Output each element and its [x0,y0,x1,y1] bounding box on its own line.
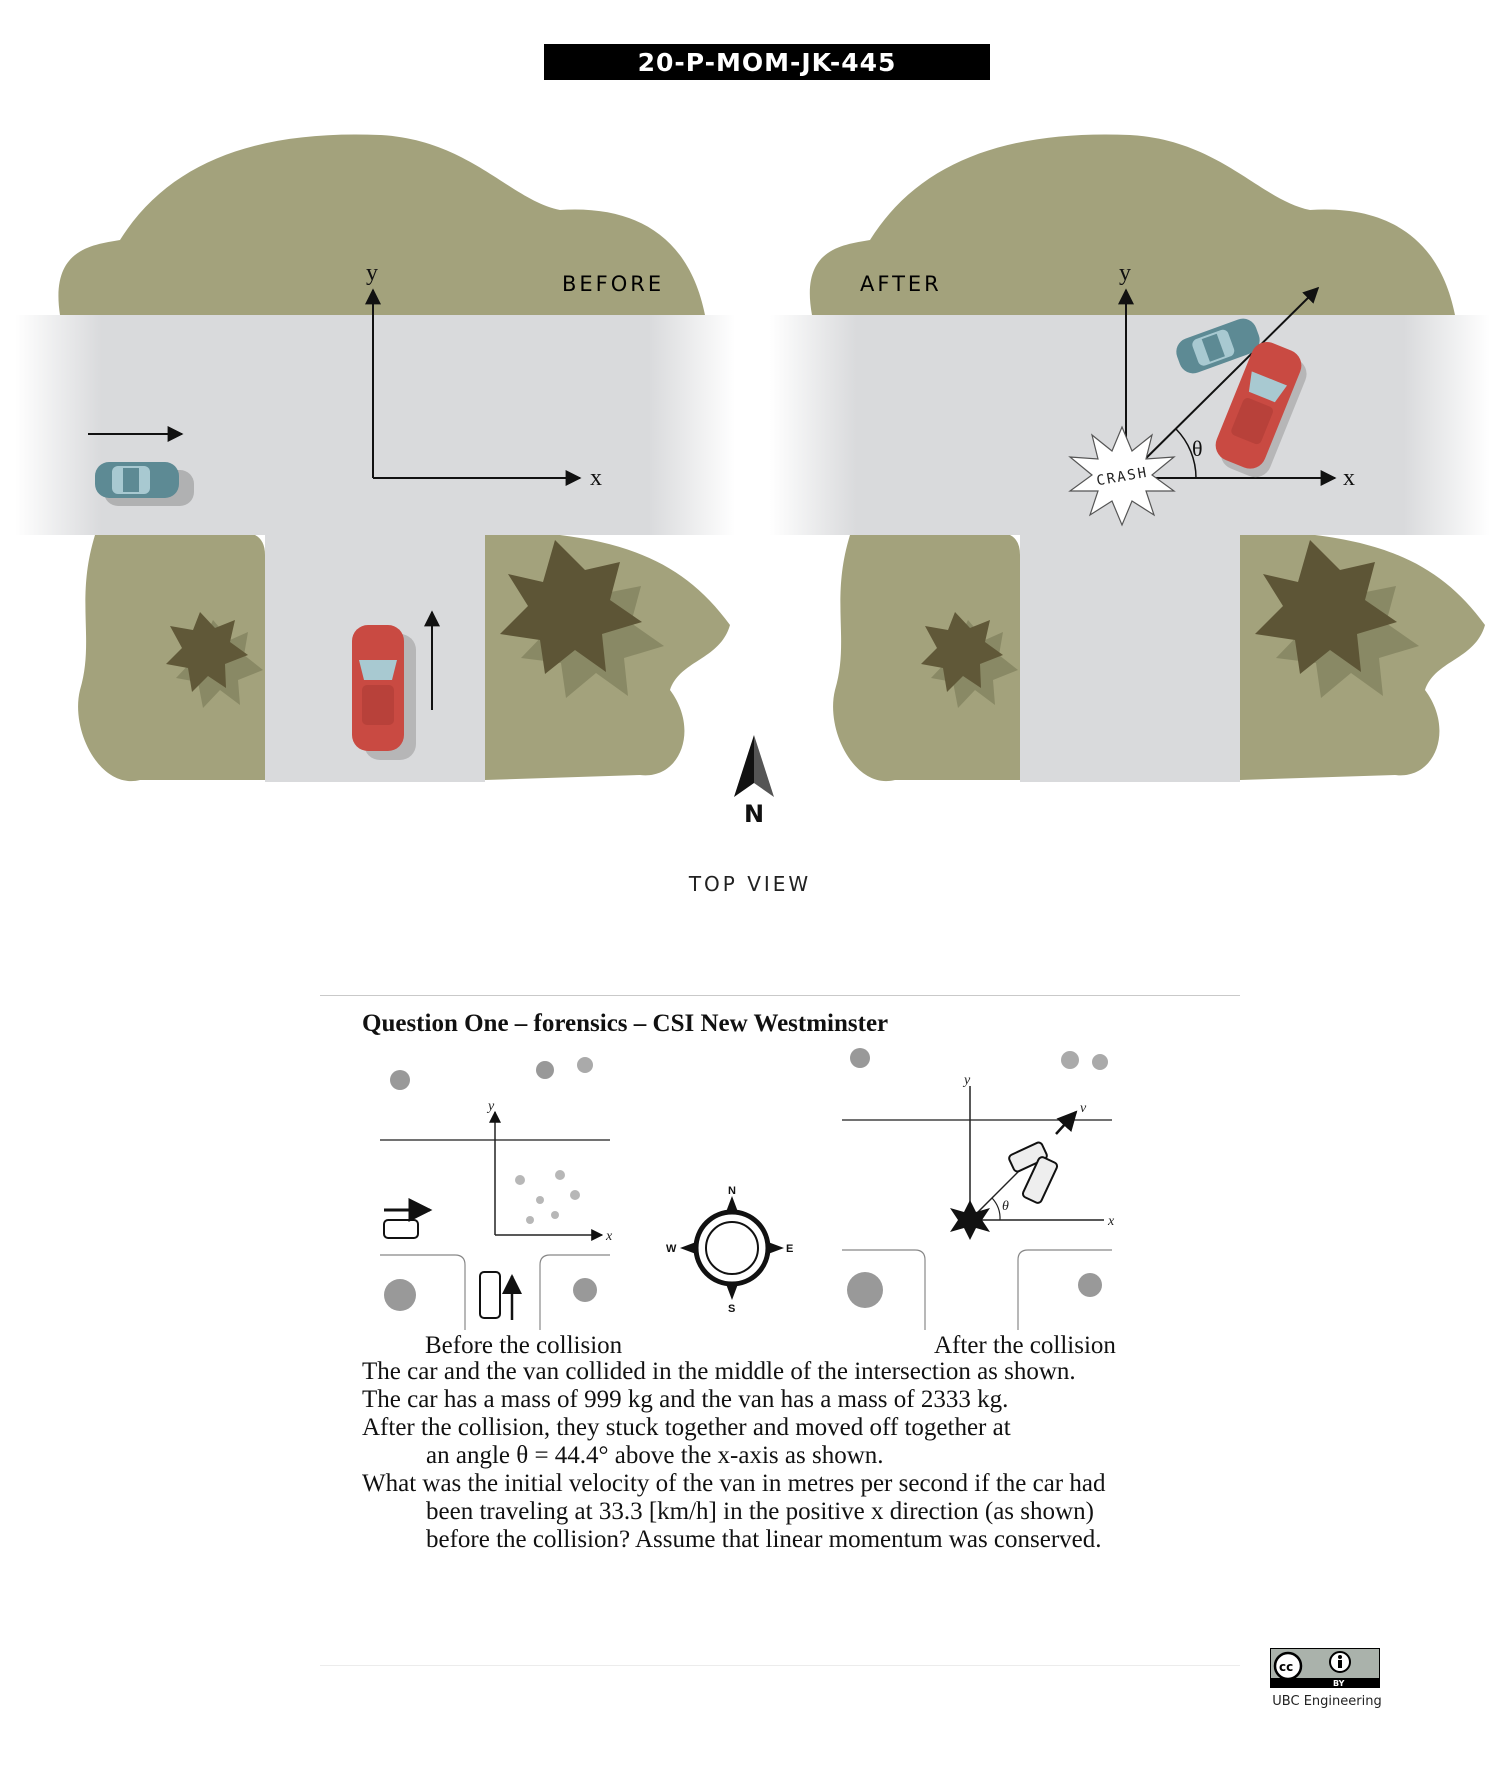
after-label: AFTER [860,272,942,296]
sketch-y-label: y [486,1099,495,1114]
tree-icon [500,540,664,698]
sketch-x-label: x [605,1229,613,1244]
tree-icon [166,612,263,708]
problem-line: The car has a mass of 999 kg and the van… [362,1386,1009,1413]
grass-southwest-after [833,535,1020,782]
grass-north-before [58,134,706,315]
problem-line: What was the initial velocity of the van… [362,1470,1106,1497]
cc-by-text: BY [1333,1679,1345,1688]
sketch-theta-label: θ [1002,1199,1009,1214]
before-panel: y x BEFORE [15,134,735,782]
sketch-compass-icon: N S E W [666,1185,793,1315]
after-panel: y x AFTER θ CRASH [770,134,1490,782]
problem-line: before the collision? Assume that linear… [426,1526,1102,1553]
sketch-car-icon [479,1271,501,1319]
van-icon [95,462,194,506]
tree-icon [921,612,1018,708]
sketch-compass-e: E [786,1243,793,1255]
sketch-compass-n: N [728,1185,736,1197]
resultant-velocity-arrow [1125,286,1320,479]
svg-text:cc: cc [1279,1660,1293,1674]
sketch-tree-icon [384,1057,597,1311]
sketch-compass-s: S [728,1303,735,1315]
sketch-wreck-van-icon [1008,1141,1048,1173]
problem-line: The car and the van collided in the midd… [362,1358,1076,1385]
collision-scene: y x BEFORE [15,134,1490,797]
wreck-car-icon [1215,341,1307,478]
grass-southwest-before [78,535,265,782]
y-axis-label-before: y [366,260,378,286]
before-label: BEFORE [562,272,664,296]
caption-before: Before the collision [425,1332,623,1359]
x-axis-label-before: x [590,465,602,491]
y-axis-label-after: y [1119,260,1131,286]
sketch-van-icon [383,1219,419,1239]
sketch-after-x-label: x [1107,1214,1115,1229]
problem-line: been traveling at 33.3 [km/h] in the pos… [426,1498,1094,1525]
sketch-before: y x [380,1057,613,1330]
sketch-crash-icon [950,1200,990,1240]
crash-burst-icon: CRASH [1068,425,1176,527]
footer-divider [320,1665,1240,1666]
north-label: N [743,800,765,828]
x-axis-label-after: x [1343,465,1355,491]
road-south-after [1020,530,1240,782]
sketch-after-y-label: y [962,1073,971,1088]
car-icon [352,625,416,760]
north-arrow-icon [734,735,774,797]
problem-code-banner: 20-P-MOM-JK-445 [544,44,990,80]
sketch-compass-w: W [666,1243,677,1255]
sketch-after: y x v θ [842,1048,1115,1330]
caption-after: After the collision [934,1332,1116,1359]
cc-by-license-icon: cc BY [1270,1648,1380,1688]
original-sketch-figure: y x N S E W y x v [380,1048,1115,1330]
question-title: Question One – forensics – CSI New Westm… [362,1010,889,1037]
grass-north-after [809,134,1455,315]
top-view-label: TOP VIEW [688,872,812,896]
sketch-v-label: v [1080,1101,1087,1116]
problem-line: an angle θ = 44.4° above the x-axis as s… [426,1442,884,1469]
angle-theta-label: θ [1192,436,1203,461]
wreck-van-icon [1176,318,1260,374]
sketch-wreck-car-icon [1021,1156,1059,1204]
problem-line: After the collision, they stuck together… [362,1414,1011,1441]
problem-statement: The car and the van collided in the midd… [362,1358,1105,1554]
tree-icon [1255,540,1419,698]
angle-arc [1175,428,1197,479]
section-divider [320,995,1240,996]
ubc-engineering-label: UBC Engineering [1272,1694,1382,1709]
